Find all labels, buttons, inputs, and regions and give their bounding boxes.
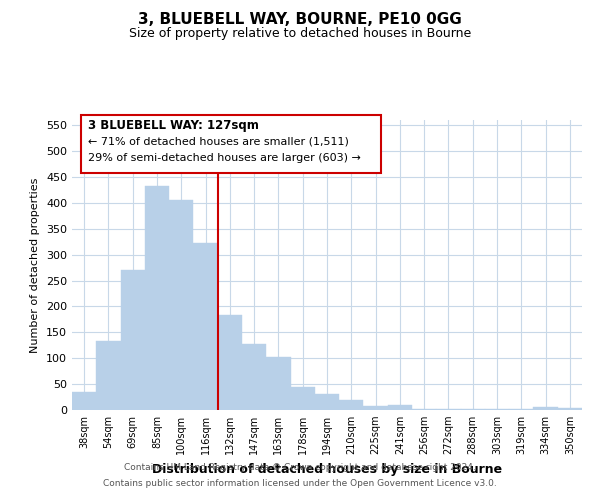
Bar [72,392,96,410]
Bar [461,409,485,410]
Bar [315,394,339,410]
Text: ← 71% of detached houses are smaller (1,511): ← 71% of detached houses are smaller (1,… [88,136,349,146]
Text: 29% of semi-detached houses are larger (603) →: 29% of semi-detached houses are larger (… [88,153,361,163]
Bar [290,386,315,410]
X-axis label: Distribution of detached houses by size in Bourne: Distribution of detached houses by size … [152,462,502,475]
Bar [412,409,436,410]
Text: 3 BLUEBELL WAY: 127sqm: 3 BLUEBELL WAY: 127sqm [88,119,259,132]
Bar [266,356,290,410]
Bar [509,409,533,410]
Bar [558,408,582,410]
Y-axis label: Number of detached properties: Number of detached properties [31,178,40,352]
Bar [388,405,412,410]
Bar [242,344,266,410]
Bar [169,200,193,410]
Bar [339,400,364,410]
Text: Contains public sector information licensed under the Open Government Licence v3: Contains public sector information licen… [103,478,497,488]
Bar [533,408,558,410]
Bar [485,409,509,410]
Bar [364,406,388,410]
Bar [96,341,121,410]
Bar [436,409,461,410]
Bar [145,186,169,410]
Bar [218,315,242,410]
Text: Contains HM Land Registry data © Crown copyright and database right 2024.: Contains HM Land Registry data © Crown c… [124,464,476,472]
Text: 3, BLUEBELL WAY, BOURNE, PE10 0GG: 3, BLUEBELL WAY, BOURNE, PE10 0GG [138,12,462,28]
Bar [193,244,218,410]
Text: Size of property relative to detached houses in Bourne: Size of property relative to detached ho… [129,28,471,40]
Bar [121,270,145,410]
